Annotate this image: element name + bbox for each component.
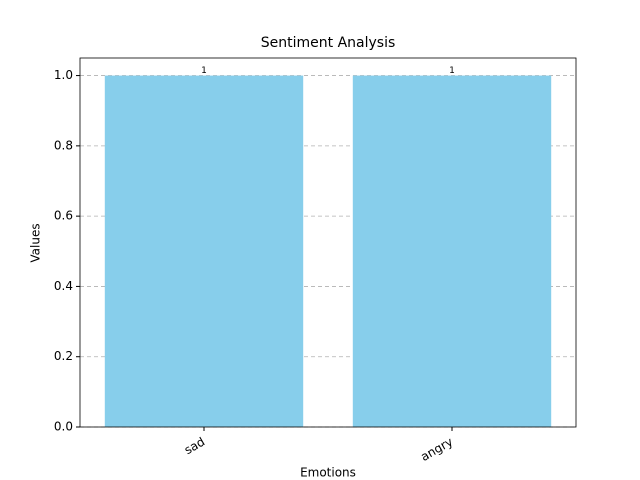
bar (104, 75, 304, 428)
value-label: 1 (449, 66, 455, 76)
x-tick-label: angry (418, 435, 455, 464)
y-axis-label: Values (29, 223, 43, 262)
plot-frame (79, 57, 577, 428)
y-tick-label: 0.6 (54, 209, 73, 223)
chart-title: Sentiment Analysis (261, 35, 396, 51)
value-label: 1 (201, 66, 207, 76)
y-tick-label: 1.0 (54, 68, 73, 82)
y-tick-label: 0.2 (54, 349, 73, 363)
x-tick-label: sad (182, 435, 207, 458)
y-tick-label: 0.4 (54, 279, 73, 293)
x-axis-label: Emotions (300, 466, 356, 480)
y-tick-label: 0.8 (54, 138, 73, 152)
bar (352, 75, 552, 428)
y-tick-label: 0.0 (54, 420, 73, 434)
